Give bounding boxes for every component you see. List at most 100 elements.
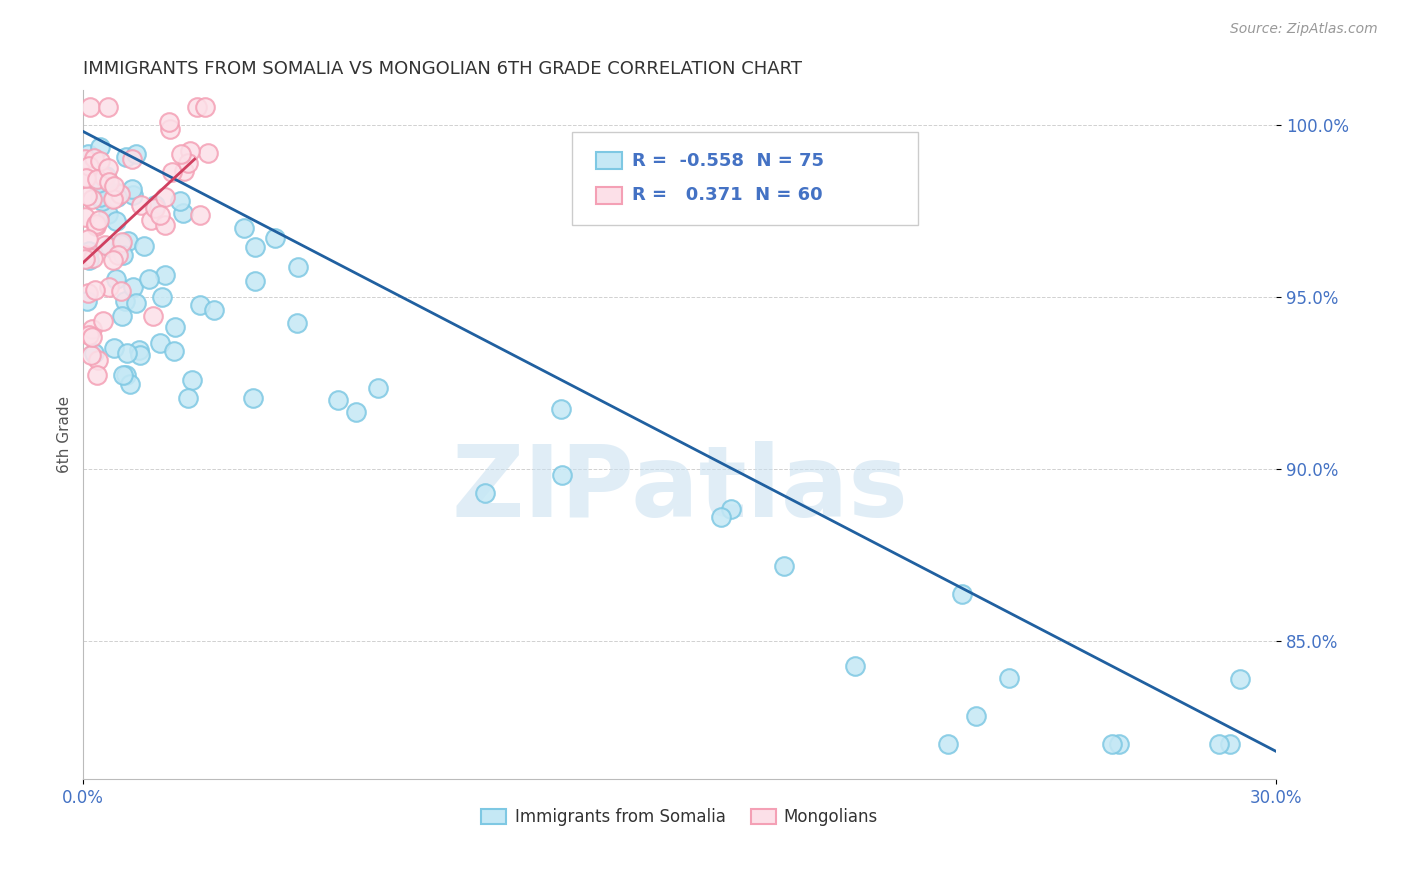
Text: Source: ZipAtlas.com: Source: ZipAtlas.com: [1230, 22, 1378, 37]
Point: [84, 219, 107, 234]
Point: [285, 317, 308, 331]
Point: [180, 373, 202, 387]
Point: [115, 150, 138, 164]
Point: [79, 348, 101, 362]
Point: [77, 327, 100, 342]
Point: [96, 169, 118, 183]
Point: [153, 268, 176, 282]
Point: [82, 329, 104, 343]
Point: [122, 280, 145, 294]
Point: [159, 122, 181, 136]
Point: [77, 159, 100, 173]
Point: [143, 198, 166, 212]
Point: [243, 274, 266, 288]
Point: [112, 247, 135, 261]
Point: [950, 587, 973, 601]
Point: [103, 178, 125, 193]
Point: [114, 293, 136, 308]
Point: [129, 197, 152, 211]
Point: [79, 100, 101, 114]
Point: [1101, 738, 1123, 752]
Point: [197, 145, 219, 160]
Point: [165, 320, 187, 334]
Point: [75, 248, 97, 262]
Point: [82, 192, 104, 206]
Point: [169, 194, 191, 208]
FancyBboxPatch shape: [596, 186, 623, 204]
Point: [94, 181, 117, 195]
Point: [287, 260, 309, 274]
Point: [128, 343, 150, 357]
Point: [110, 236, 132, 251]
Point: [76, 189, 98, 203]
Point: [89, 140, 111, 154]
Point: [104, 271, 127, 285]
FancyBboxPatch shape: [572, 132, 918, 225]
Point: [179, 144, 201, 158]
Point: [84, 283, 107, 297]
Point: [149, 208, 172, 222]
Point: [125, 295, 148, 310]
Point: [110, 284, 132, 298]
Point: [103, 191, 125, 205]
Point: [86, 177, 108, 191]
Point: [98, 240, 121, 254]
Point: [149, 336, 172, 351]
Point: [86, 172, 108, 186]
Point: [105, 214, 128, 228]
Text: R =   0.371  N = 60: R = 0.371 N = 60: [631, 186, 823, 204]
Point: [242, 392, 264, 406]
Point: [152, 290, 174, 304]
Point: [367, 381, 389, 395]
Point: [110, 187, 132, 202]
Point: [1208, 738, 1230, 752]
Point: [550, 402, 572, 417]
Point: [75, 252, 97, 266]
Point: [111, 235, 134, 249]
Point: [1229, 672, 1251, 686]
Point: [93, 237, 115, 252]
Point: [139, 213, 162, 227]
Point: [232, 221, 254, 235]
Point: [245, 240, 267, 254]
Point: [82, 321, 104, 335]
Point: [76, 293, 98, 308]
Point: [720, 502, 742, 516]
Point: [77, 253, 100, 268]
Point: [155, 218, 177, 232]
Point: [93, 170, 115, 185]
Point: [153, 189, 176, 203]
Point: [101, 192, 124, 206]
Point: [263, 230, 285, 244]
Point: [77, 147, 100, 161]
Point: [121, 182, 143, 196]
Point: [326, 392, 349, 407]
Legend: Immigrants from Somalia, Mongolians: Immigrants from Somalia, Mongolians: [475, 801, 884, 832]
Point: [169, 147, 191, 161]
Point: [83, 151, 105, 165]
Point: [710, 510, 733, 524]
Text: ZIPatlas: ZIPatlas: [451, 442, 908, 538]
Point: [474, 485, 496, 500]
Point: [157, 115, 180, 129]
Point: [103, 342, 125, 356]
Point: [98, 280, 121, 294]
Point: [1108, 738, 1130, 752]
Point: [98, 175, 121, 189]
Point: [107, 248, 129, 262]
Point: [87, 212, 110, 227]
Point: [121, 152, 143, 166]
Point: [177, 391, 200, 405]
Point: [84, 217, 107, 231]
Point: [76, 232, 98, 246]
Point: [82, 251, 104, 265]
Point: [118, 377, 141, 392]
Point: [111, 310, 134, 324]
Point: [105, 190, 128, 204]
Point: [773, 559, 796, 574]
Point: [117, 234, 139, 248]
Point: [83, 346, 105, 360]
Point: [75, 170, 97, 185]
Point: [143, 202, 166, 216]
Point: [89, 153, 111, 168]
